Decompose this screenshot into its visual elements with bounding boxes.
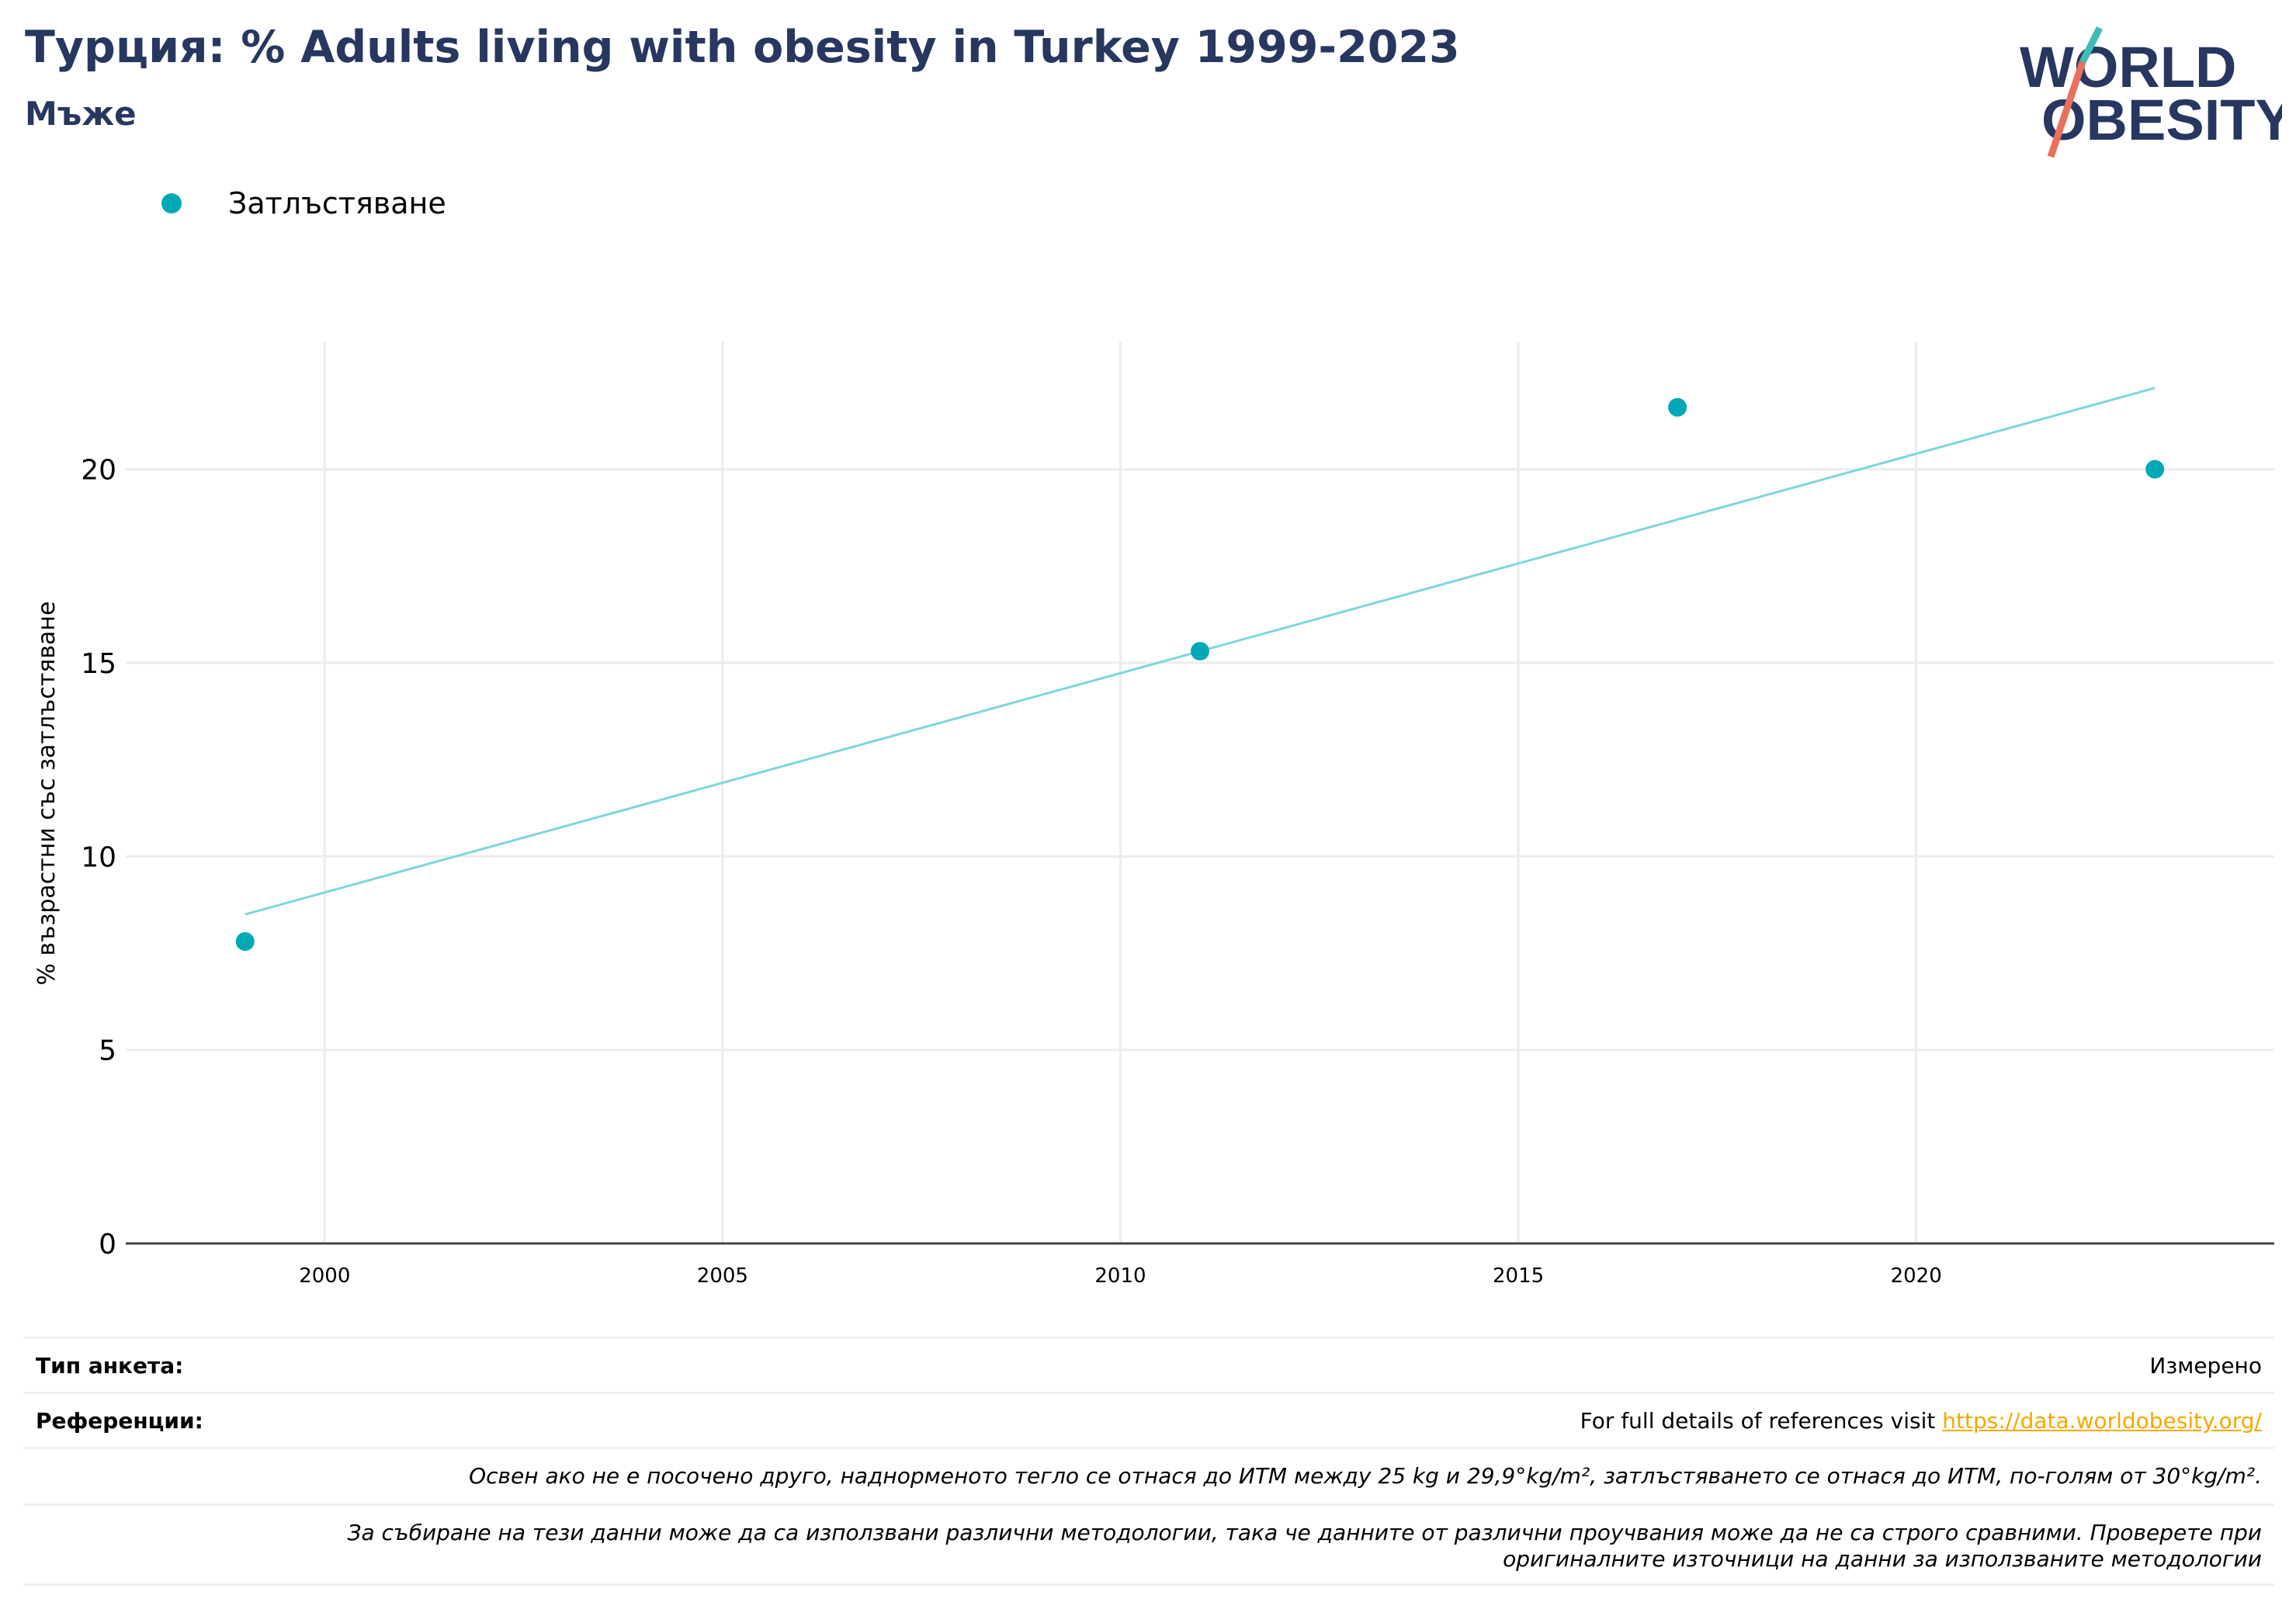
- data-points: [235, 397, 2165, 952]
- methodology-note: За събиране на тези данни може да са изп…: [348, 1520, 2263, 1573]
- scatter-chart: 2000 2005 2010 2015 2020 0 5 10 15 20 % възрастн…: [33, 342, 2274, 1288]
- data-point-2023: [2145, 460, 2165, 479]
- legend-marker-icon: [161, 193, 182, 213]
- data-point-2011: [1191, 641, 1209, 661]
- x-tick-label-2005: 2005: [697, 1264, 748, 1288]
- info-table: Тип анкета: Измерено Референции: For ful…: [23, 1337, 2274, 1586]
- y-tick-label-5: 5: [99, 1035, 116, 1067]
- x-tick-label-2020: 2020: [1891, 1264, 1942, 1288]
- definition-note-row: Освен ако не е посочено друго, наднормен…: [23, 1447, 2274, 1503]
- page-title: Турция: % Adults living with obesity in …: [25, 22, 1460, 73]
- y-tick-labels: 0 5 10 15 20: [81, 455, 116, 1261]
- methodology-note-row: За събиране на тези данни може да са изп…: [23, 1503, 2274, 1586]
- y-tick-label-10: 10: [81, 841, 116, 873]
- chart-legend: Затлъстяване: [161, 180, 446, 227]
- legend-label: Затлъстяване: [228, 186, 446, 220]
- y-tick-label-15: 15: [81, 648, 116, 680]
- definition-note: Освен ако не е посочено друго, наднормен…: [469, 1463, 2262, 1489]
- references-link[interactable]: https://data.worldobesity.org/: [1942, 1408, 2262, 1434]
- y-axis-label: % възрастни със затлъстяване: [33, 602, 61, 986]
- grid-lines: [126, 342, 2274, 1243]
- methodology-note-line2: оригиналните източници на данни за изпол…: [1503, 1546, 2262, 1572]
- logo-text-obesity: OBESITY: [2041, 88, 2282, 152]
- logo-text-world: WORLD: [2020, 35, 2237, 99]
- data-point-2017: [1668, 397, 1687, 417]
- references-value: For full details of references visit htt…: [1580, 1408, 2262, 1434]
- page-subtitle: Мъже: [25, 95, 137, 133]
- y-tick-label-20: 20: [81, 455, 116, 487]
- survey-type-row: Тип анкета: Измерено: [23, 1337, 2274, 1392]
- logo-slash-teal-icon: [2079, 26, 2104, 64]
- references-row: Референции: For full details of referenc…: [23, 1392, 2274, 1447]
- world-obesity-logo: WORLD OBESITY: [2020, 26, 2282, 158]
- references-text: For full details of references visit: [1580, 1408, 1943, 1434]
- survey-type-label: Тип анкета:: [36, 1353, 184, 1379]
- survey-type-value: Измерено: [2149, 1353, 2262, 1379]
- references-label: Референции:: [36, 1408, 203, 1434]
- logo-slash-red-icon: [2047, 61, 2086, 158]
- methodology-note-line1: За събиране на тези данни може да са изп…: [347, 1520, 2263, 1545]
- data-point-1999: [235, 932, 255, 952]
- x-tick-labels: 2000 2005 2010 2015 2020: [299, 1264, 1942, 1288]
- x-tick-label-2015: 2015: [1493, 1264, 1544, 1288]
- y-tick-label-0: 0: [99, 1229, 116, 1261]
- x-tick-label-2010: 2010: [1094, 1264, 1146, 1288]
- x-tick-label-2000: 2000: [299, 1264, 350, 1288]
